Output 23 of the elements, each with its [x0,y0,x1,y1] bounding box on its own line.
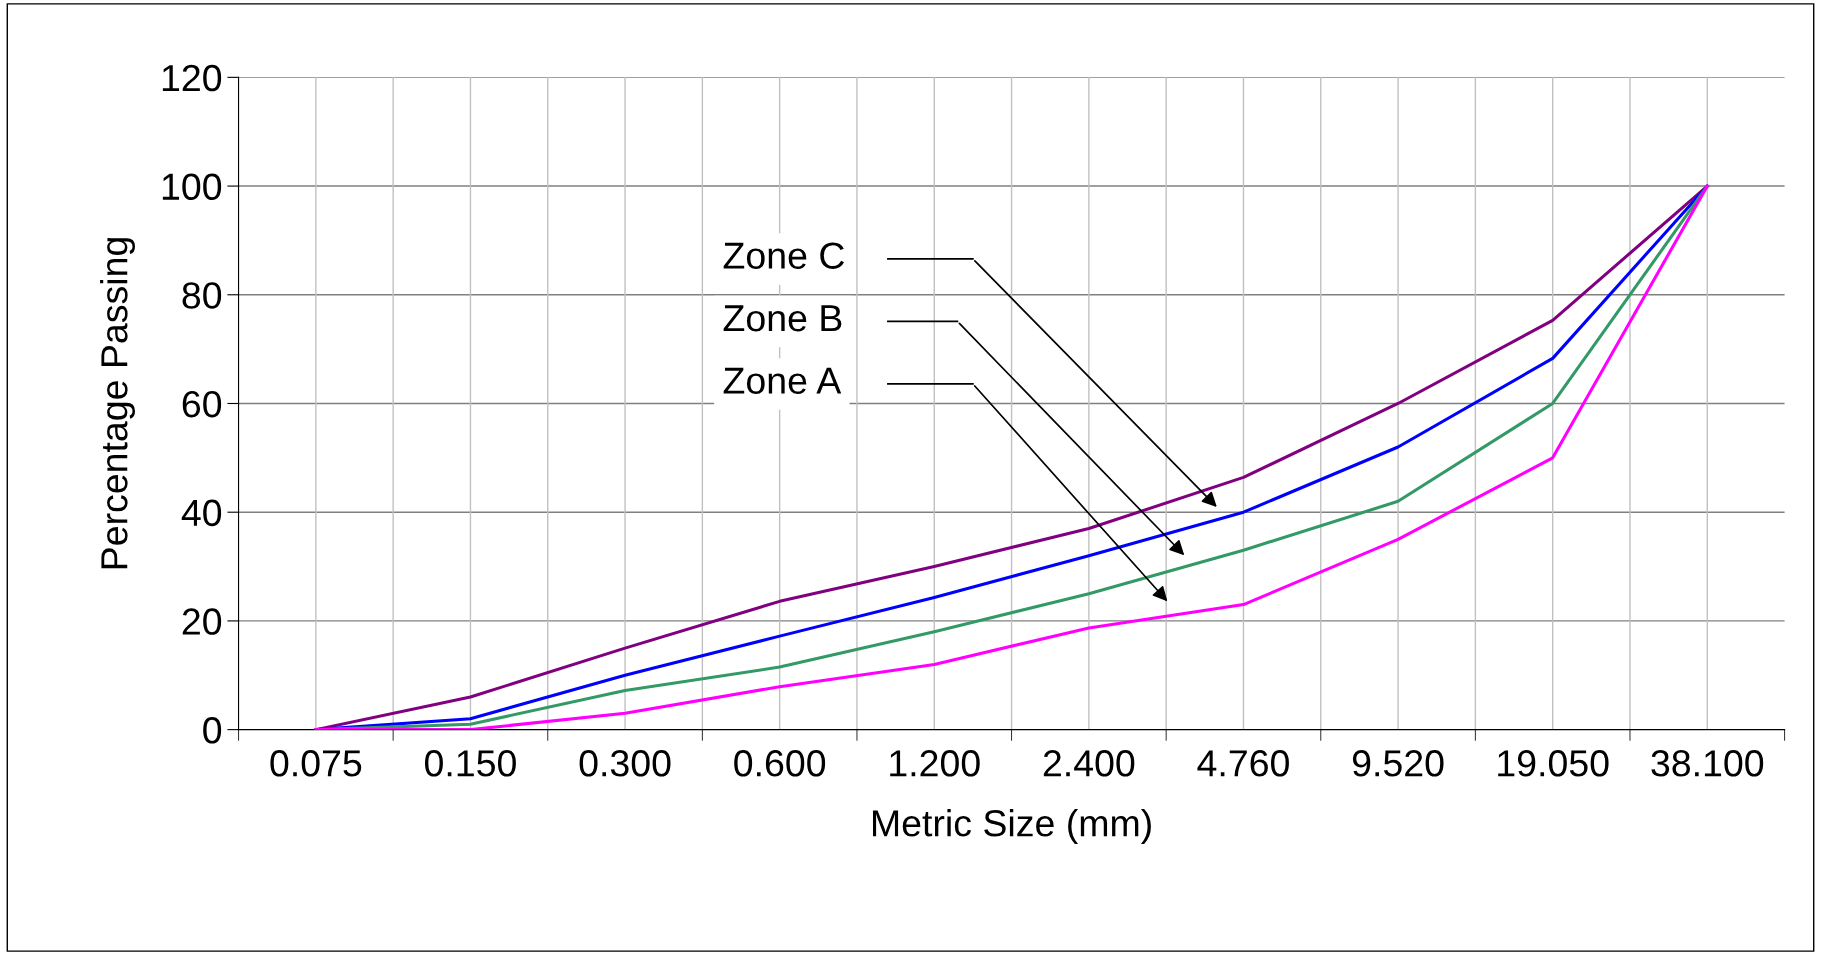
x-tick-label: 38.100 [1651,750,1764,777]
x-tick-label: 2.400 [1043,750,1135,777]
y-tick-label: 80 [182,282,222,309]
annotation: Zone A [723,367,842,394]
x-axis-title: Metric Size (mm) [872,809,1151,844]
y-tick-label: 0 [203,717,222,744]
annotation: Zone C [723,242,844,269]
y-tick-label: 100 [162,173,222,201]
y-axis-title: Percentage Passing [100,238,136,569]
y-tick-label: 120 [162,64,222,92]
x-tick-label: 0.600 [734,750,826,777]
y-tick-label: 40 [181,499,222,527]
y-tick-label: 20 [182,608,222,635]
x-tick-label: 9.520 [1352,750,1444,777]
annotation: Zone B [723,305,842,332]
x-tick-label: 0.300 [579,750,671,777]
x-tick-label: 0.150 [425,750,516,777]
x-tick-label: 0.075 [270,750,362,777]
x-tick-label: 19.050 [1498,750,1609,777]
x-tick-label: 1.200 [890,750,980,777]
x-tick-label: 4.760 [1197,750,1289,777]
line-series [314,184,1709,730]
y-tick-label: 60 [182,390,222,418]
